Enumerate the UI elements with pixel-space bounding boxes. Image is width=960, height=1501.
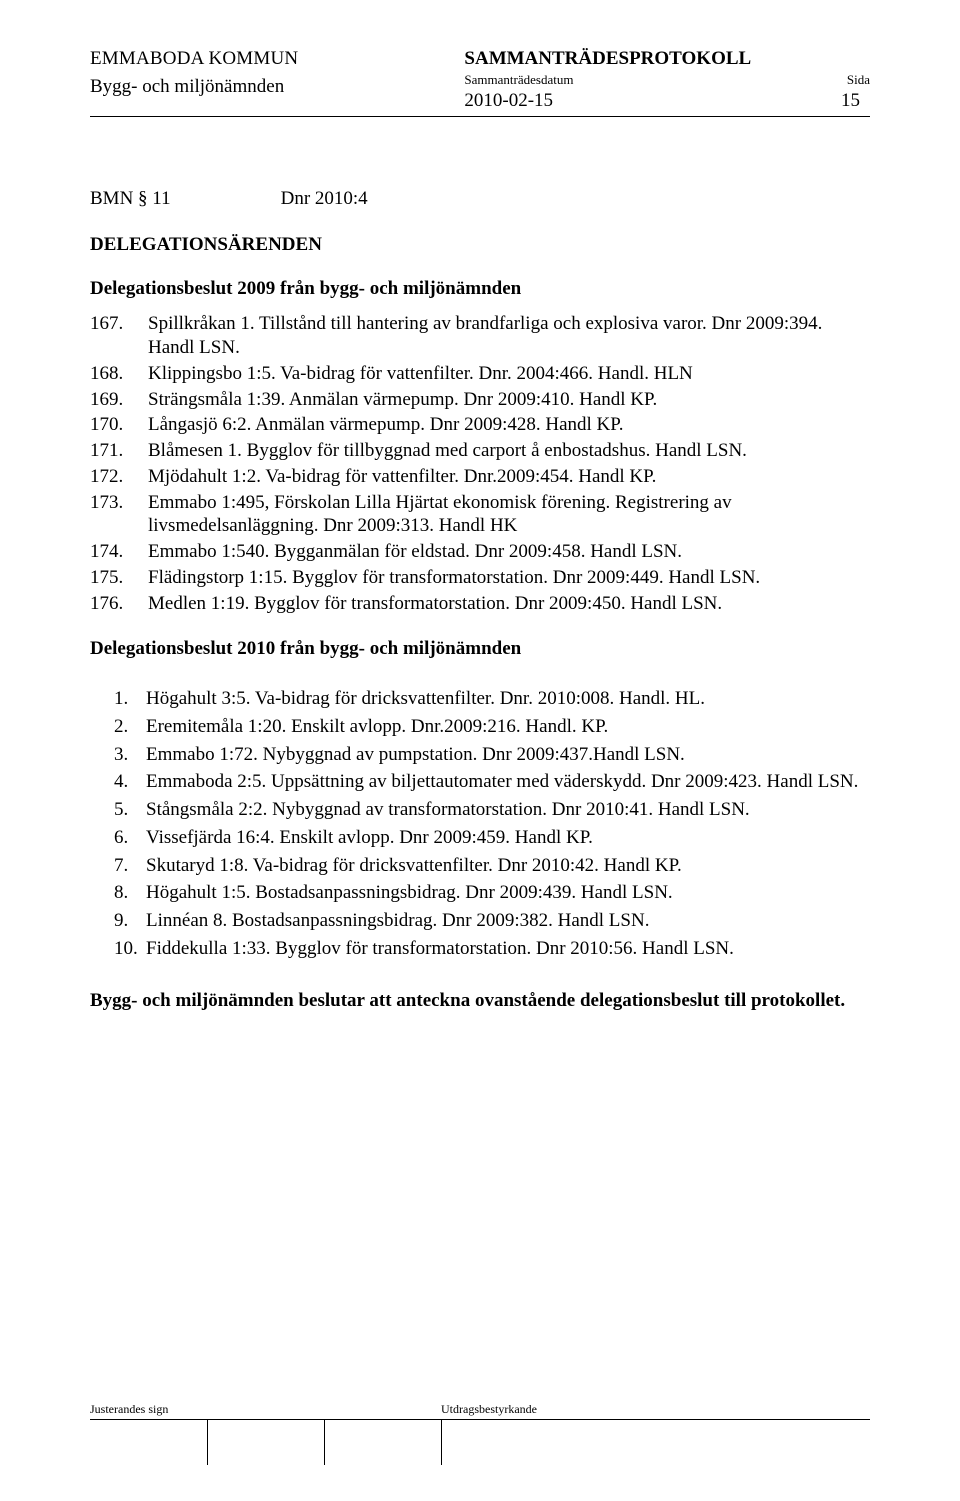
meeting-date: 2010-02-15 <box>464 90 553 112</box>
delegation-list-2010: 1.Högahult 3:5. Va-bidrag för dricksvatt… <box>114 687 870 961</box>
header: EMMABODA KOMMUN Bygg- och miljönämnden S… <box>90 48 870 112</box>
section-title: DELEGATIONSÄRENDEN <box>90 233 870 257</box>
footer-labels: Justerandes sign Utdragsbestyrkande <box>90 1402 870 1417</box>
list-item-number: 174. <box>90 540 148 564</box>
list-item-number: 169. <box>90 388 148 412</box>
list-item: 175.Flädingstorp 1:15. Bygglov för trans… <box>90 566 870 590</box>
list-item-number: 9. <box>114 909 146 933</box>
footer-vertical-rule <box>441 1419 442 1465</box>
list-item-text: Emmabo 1:540. Bygganmälan för eldstad. D… <box>148 540 870 564</box>
delegation-list-2009: 167.Spillkråkan 1. Tillstånd till hanter… <box>90 312 870 615</box>
decision-text: Bygg- och miljönämnden beslutar att ante… <box>90 989 870 1013</box>
header-right: SAMMANTRÄDESPROTOKOLL Sammanträdesdatum … <box>464 48 870 112</box>
section-dnr: Dnr 2010:4 <box>281 187 368 211</box>
list-item: 6.Vissefjärda 16:4. Enskilt avlopp. Dnr … <box>114 826 870 850</box>
list-item-number: 6. <box>114 826 146 850</box>
list-item: 8.Högahult 1:5. Bostadsanpassningsbidrag… <box>114 881 870 905</box>
list-item-text: Emmaboda 2:5. Uppsättning av biljettauto… <box>146 770 870 794</box>
list-item-text: Medlen 1:19. Bygglov för transformatorst… <box>148 592 870 616</box>
subheading-2009: Delegationsbeslut 2009 från bygg- och mi… <box>90 277 870 301</box>
list-item-number: 173. <box>90 491 148 539</box>
list-item: 173.Emmabo 1:495, Förskolan Lilla Hjärta… <box>90 491 870 539</box>
document-page: EMMABODA KOMMUN Bygg- och miljönämnden S… <box>0 0 960 1501</box>
list-item: 172.Mjödahult 1:2. Va-bidrag för vattenf… <box>90 465 870 489</box>
document-title: SAMMANTRÄDESPROTOKOLL <box>464 48 870 70</box>
list-item: 169.Strängsmåla 1:39. Anmälan värmepump.… <box>90 388 870 412</box>
list-item: 3.Emmabo 1:72. Nybyggnad av pumpstation.… <box>114 743 870 767</box>
list-item-number: 8. <box>114 881 146 905</box>
list-item: 4.Emmaboda 2:5. Uppsättning av biljettau… <box>114 770 870 794</box>
list-item-number: 170. <box>90 413 148 437</box>
list-item-text: Mjödahult 1:2. Va-bidrag för vattenfilte… <box>148 465 870 489</box>
list-item-number: 5. <box>114 798 146 822</box>
list-item-text: Emmabo 1:72. Nybyggnad av pumpstation. D… <box>146 743 870 767</box>
section-reference: BMN § 11 Dnr 2010:4 <box>90 187 870 211</box>
document-body: BMN § 11 Dnr 2010:4 DELEGATIONSÄRENDEN D… <box>90 187 870 1012</box>
date-page-row: 2010-02-15 15 <box>464 90 870 112</box>
list-item: 174.Emmabo 1:540. Bygganmälan för eldsta… <box>90 540 870 564</box>
section-ref-code: BMN § 11 <box>90 187 171 211</box>
list-item-number: 175. <box>90 566 148 590</box>
list-item-number: 4. <box>114 770 146 794</box>
list-item-text: Emmabo 1:495, Förskolan Lilla Hjärtat ek… <box>148 491 870 539</box>
list-item-number: 167. <box>90 312 148 360</box>
page-number: 15 <box>841 90 870 112</box>
list-item-text: Skutaryd 1:8. Va-bidrag för dricksvatten… <box>146 854 870 878</box>
footer-vertical-rule <box>207 1419 208 1465</box>
list-item-text: Högahult 1:5. Bostadsanpassningsbidrag. … <box>146 881 870 905</box>
list-item: 176.Medlen 1:19. Bygglov för transformat… <box>90 592 870 616</box>
list-item-number: 3. <box>114 743 146 767</box>
list-item-number: 7. <box>114 854 146 878</box>
list-item-number: 10. <box>114 937 146 961</box>
list-item: 2.Eremitemåla 1:20. Enskilt avlopp. Dnr.… <box>114 715 870 739</box>
board-name: Bygg- och miljönämnden <box>90 76 464 98</box>
list-item-text: Stångsmåla 2:2. Nybyggnad av transformat… <box>146 798 870 822</box>
list-item-text: Linnéan 8. Bostadsanpassningsbidrag. Dnr… <box>146 909 870 933</box>
organization-name: EMMABODA KOMMUN <box>90 48 464 70</box>
header-left: EMMABODA KOMMUN Bygg- och miljönämnden <box>90 48 464 98</box>
subheading-2010: Delegationsbeslut 2010 från bygg- och mi… <box>90 637 870 661</box>
subheader-row: Sammanträdesdatum Sida <box>464 72 870 88</box>
subheader-page-label: Sida <box>847 72 870 88</box>
footer-right-label: Utdragsbestyrkande <box>441 1402 870 1417</box>
footer-left-label: Justerandes sign <box>90 1402 441 1417</box>
list-item-number: 168. <box>90 362 148 386</box>
list-item-text: Strängsmåla 1:39. Anmälan värmepump. Dnr… <box>148 388 870 412</box>
list-item-number: 176. <box>90 592 148 616</box>
list-item: 168.Klippingsbo 1:5. Va-bidrag för vatte… <box>90 362 870 386</box>
list-item: 167.Spillkråkan 1. Tillstånd till hanter… <box>90 312 870 360</box>
list-item: 171.Blåmesen 1. Bygglov för tillbyggnad … <box>90 439 870 463</box>
list-item-text: Fiddekulla 1:33. Bygglov för transformat… <box>146 937 870 961</box>
list-item: 10.Fiddekulla 1:33. Bygglov för transfor… <box>114 937 870 961</box>
list-item-text: Spillkråkan 1. Tillstånd till hantering … <box>148 312 870 360</box>
list-item: 7.Skutaryd 1:8. Va-bidrag för dricksvatt… <box>114 854 870 878</box>
list-item-text: Långasjö 6:2. Anmälan värmepump. Dnr 200… <box>148 413 870 437</box>
footer-vertical-rule <box>324 1419 325 1465</box>
list-item-number: 172. <box>90 465 148 489</box>
list-item-number: 171. <box>90 439 148 463</box>
list-item-text: Klippingsbo 1:5. Va-bidrag för vattenfil… <box>148 362 870 386</box>
list-item: 1.Högahult 3:5. Va-bidrag för dricksvatt… <box>114 687 870 711</box>
list-item-text: Högahult 3:5. Va-bidrag för dricksvatten… <box>146 687 870 711</box>
footer: Justerandes sign Utdragsbestyrkande <box>90 1402 870 1465</box>
list-item-number: 2. <box>114 715 146 739</box>
list-item-text: Vissefjärda 16:4. Enskilt avlopp. Dnr 20… <box>146 826 870 850</box>
header-rule <box>90 116 870 117</box>
list-item: 5.Stångsmåla 2:2. Nybyggnad av transform… <box>114 798 870 822</box>
list-item: 9.Linnéan 8. Bostadsanpassningsbidrag. D… <box>114 909 870 933</box>
list-item-number: 1. <box>114 687 146 711</box>
list-item: 170.Långasjö 6:2. Anmälan värmepump. Dnr… <box>90 413 870 437</box>
subheader-date-label: Sammanträdesdatum <box>464 72 573 88</box>
list-item-text: Flädingstorp 1:15. Bygglov för transform… <box>148 566 870 590</box>
list-item-text: Eremitemåla 1:20. Enskilt avlopp. Dnr.20… <box>146 715 870 739</box>
list-item-text: Blåmesen 1. Bygglov för tillbyggnad med … <box>148 439 870 463</box>
footer-rule-box <box>90 1419 870 1465</box>
